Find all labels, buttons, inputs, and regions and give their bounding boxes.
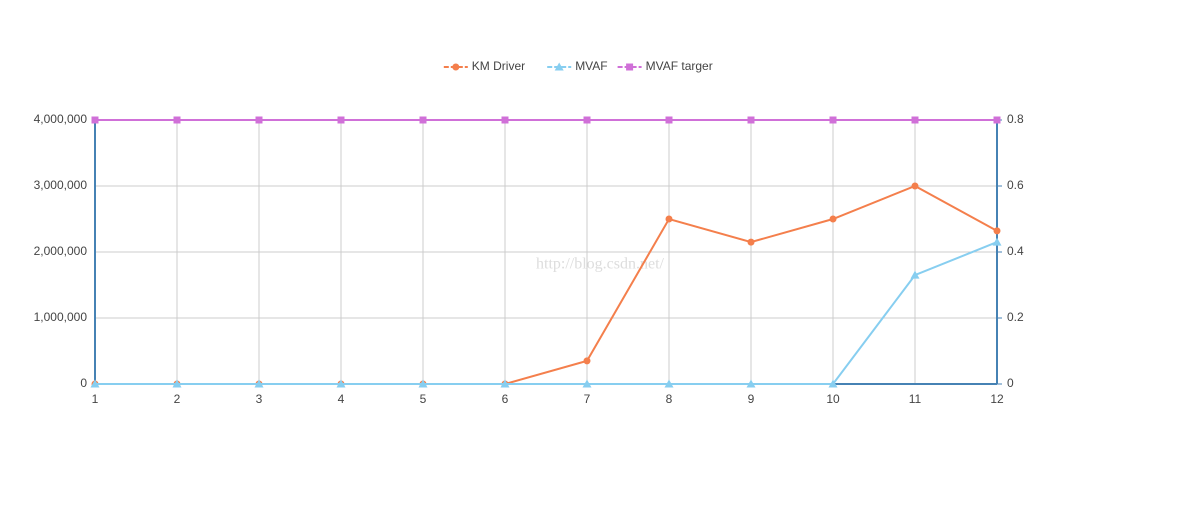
point — [501, 116, 509, 124]
point — [90, 379, 100, 388]
point — [173, 116, 181, 124]
x-tick-label: 9 — [748, 392, 755, 406]
x-tick-label: 4 — [338, 392, 345, 406]
point — [337, 116, 345, 124]
y2-tick-label: 0.8 — [1007, 112, 1024, 126]
series-line — [95, 184, 998, 385]
y-tick-label: 4,000,000 — [34, 112, 88, 126]
point — [418, 379, 428, 388]
point — [419, 116, 427, 124]
point — [255, 116, 263, 124]
point — [828, 379, 838, 388]
point — [747, 116, 755, 124]
point — [911, 182, 919, 190]
x-tick-label: 3 — [256, 392, 263, 406]
point — [664, 379, 674, 388]
point — [583, 357, 591, 365]
point — [993, 116, 1001, 124]
x-tick-label: 11 — [909, 392, 922, 406]
point — [583, 116, 591, 124]
y2-tick-label: 0.4 — [1007, 244, 1024, 258]
x-tick-label: 12 — [990, 392, 1004, 406]
point — [910, 270, 920, 279]
point — [747, 238, 755, 246]
x-tick-label: 2 — [174, 392, 181, 406]
y-tick-label: 3,000,000 — [34, 178, 88, 192]
point — [254, 379, 264, 388]
y-tick-label: 1,000,000 — [34, 310, 88, 324]
point — [665, 215, 673, 223]
y-tick-label: 2,000,000 — [34, 244, 88, 258]
legend-marker — [452, 63, 460, 71]
point — [993, 227, 1001, 235]
series-line — [95, 241, 998, 385]
watermark: http://blog.csdn.net/ — [536, 256, 665, 273]
legend-marker — [626, 63, 634, 71]
legend-label: KM Driver — [472, 59, 525, 73]
point — [336, 379, 346, 388]
y2-tick-label: 0.2 — [1007, 310, 1024, 324]
y2-tick-label: 0 — [1007, 376, 1014, 390]
x-tick-label: 1 — [92, 392, 99, 406]
x-tick-label: 6 — [502, 392, 509, 406]
x-tick-label: 10 — [826, 392, 840, 406]
point — [172, 379, 182, 388]
point — [911, 116, 919, 124]
x-tick-label: 5 — [420, 392, 427, 406]
x-tick-label: 8 — [666, 392, 673, 406]
legend-marker — [554, 62, 564, 71]
point — [829, 215, 837, 223]
point — [829, 116, 837, 124]
point — [582, 379, 592, 388]
legend-label: MVAF targer — [646, 59, 713, 73]
x-tick-label: 7 — [584, 392, 591, 406]
legend-label: MVAF — [575, 59, 607, 73]
y-tick-label: 0 — [80, 376, 87, 390]
point — [746, 379, 756, 388]
point — [91, 116, 99, 124]
y2-tick-label: 0.6 — [1007, 178, 1024, 192]
point — [500, 379, 510, 388]
point — [992, 237, 1002, 246]
point — [665, 116, 673, 124]
